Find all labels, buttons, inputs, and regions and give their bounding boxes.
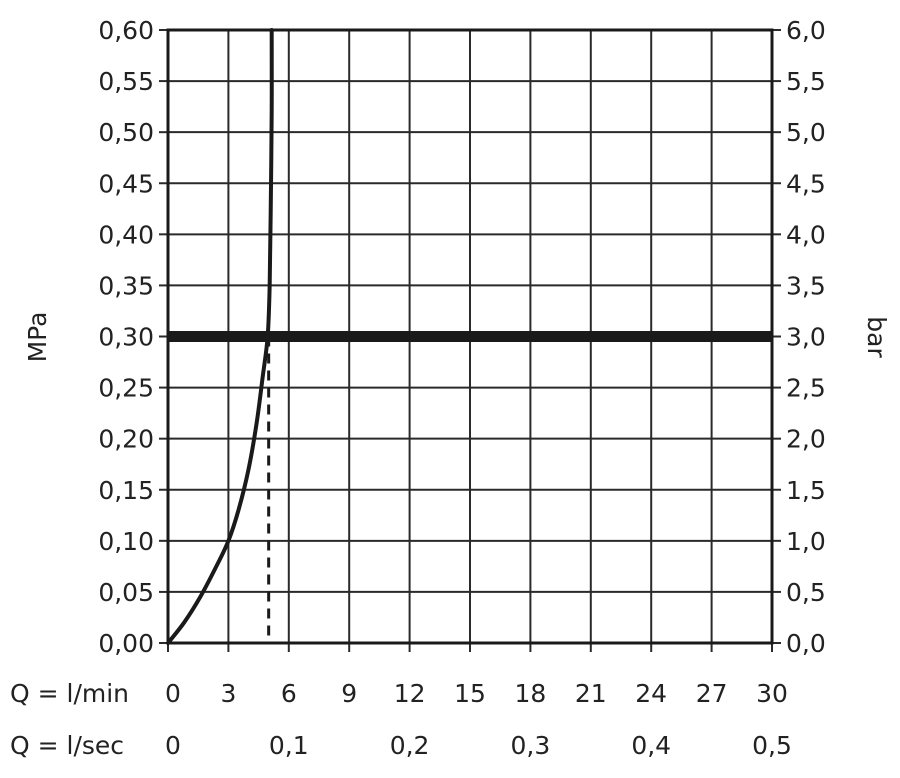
x-tick-label-lmin: 15 <box>454 679 486 708</box>
right-tick-label: 2,5 <box>786 374 826 403</box>
right-tick-label: 4,5 <box>786 169 826 198</box>
right-tick-label: 0,0 <box>786 629 826 658</box>
left-tick-label: 0,30 <box>98 323 154 352</box>
x-tick-label-lsec: 0,5 <box>752 731 792 760</box>
chart-marks <box>166 28 772 645</box>
x-axis-title-lmin: Q = l/min <box>10 679 129 708</box>
right-tick-label: 0,5 <box>786 578 826 607</box>
x-tick-label-lmin: 0 <box>165 679 181 708</box>
x-tick-label-lsec: 0,3 <box>511 731 551 760</box>
right-tick-label: 3,5 <box>786 271 826 300</box>
left-tick-label: 0,25 <box>98 374 154 403</box>
x-tick-label-lsec: 0,1 <box>269 731 309 760</box>
right-tick-label: 5,5 <box>786 67 826 96</box>
x-tick-label-lsec: 0,4 <box>631 731 671 760</box>
left-tick-label: 0,00 <box>98 629 154 658</box>
x-tick-label-lmin: 21 <box>575 679 607 708</box>
left-tick-label: 0,45 <box>98 169 154 198</box>
y-axis-title-left: MPa <box>23 312 52 363</box>
x-tick-label-lmin: 30 <box>756 679 788 708</box>
left-tick-label: 0,55 <box>98 67 154 96</box>
x-tick-label-lmin: 24 <box>635 679 667 708</box>
left-tick-label: 0,10 <box>98 527 154 556</box>
right-tick-label: 2,0 <box>786 425 826 454</box>
left-tick-label: 0,50 <box>98 118 154 147</box>
left-tick-label: 0,20 <box>98 425 154 454</box>
left-tick-label: 0,40 <box>98 220 154 249</box>
right-tick-label: 4,0 <box>786 220 826 249</box>
y-axis-title-right: bar <box>862 316 891 358</box>
right-tick-label: 1,0 <box>786 527 826 556</box>
left-tick-label: 0,60 <box>98 16 154 45</box>
left-tick-label: 0,15 <box>98 476 154 505</box>
x-tick-label-lmin: 12 <box>394 679 426 708</box>
left-tick-label: 0,35 <box>98 271 154 300</box>
x-tick-label-lsec: 0 <box>165 731 181 760</box>
x-tick-label-lmin: 18 <box>514 679 546 708</box>
x-tick-label-lmin: 27 <box>696 679 728 708</box>
x-tick-label-lmin: 3 <box>220 679 236 708</box>
x-tick-label-lmin: 9 <box>341 679 357 708</box>
x-tick-label-lsec: 0,2 <box>390 731 430 760</box>
flow-curve <box>166 28 274 645</box>
right-tick-label: 6,0 <box>786 16 826 45</box>
x-tick-label-lmin: 6 <box>281 679 297 708</box>
right-tick-label: 3,0 <box>786 323 826 352</box>
left-tick-label: 0,05 <box>98 578 154 607</box>
right-tick-label: 5,0 <box>786 118 826 147</box>
tick-labels: 0,000,050,100,150,200,250,300,350,400,45… <box>98 16 825 760</box>
x-axis-title-lsec: Q = l/sec <box>10 731 124 760</box>
right-tick-label: 1,5 <box>786 476 826 505</box>
